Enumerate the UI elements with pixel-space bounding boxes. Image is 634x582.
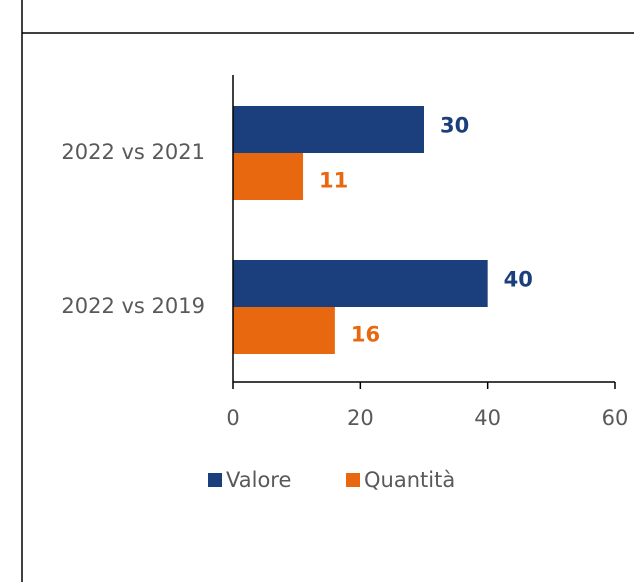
legend-swatch [208,473,222,487]
data-label: 30 [440,114,469,138]
y-tick-label: 2022 vs 2019 [61,294,205,318]
legend-label: Quantità [364,468,455,492]
x-tick-label: 20 [347,406,374,430]
x-tick-label: 40 [474,406,501,430]
bar [233,153,304,200]
bar [233,307,335,354]
legend-label: Valore [226,468,291,492]
data-label: 40 [504,268,533,292]
y-tick-label: 2022 vs 2021 [61,140,205,164]
x-tick-label: 60 [602,406,629,430]
bar [233,106,424,153]
data-label: 16 [351,323,380,347]
legend-swatch [346,473,360,487]
bar [233,260,488,307]
x-tick-label: 0 [226,406,239,430]
data-label: 11 [319,169,348,193]
